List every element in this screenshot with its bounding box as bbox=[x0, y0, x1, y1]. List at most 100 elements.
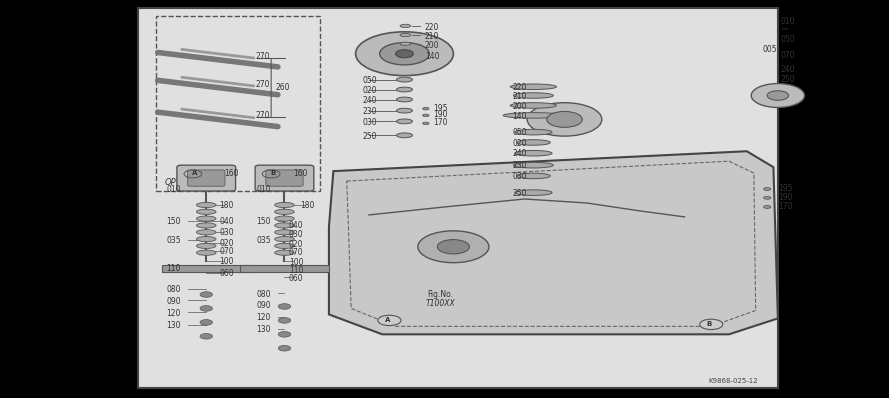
Ellipse shape bbox=[513, 162, 553, 168]
Text: 120: 120 bbox=[166, 308, 180, 318]
Text: 270: 270 bbox=[255, 80, 269, 89]
Text: A: A bbox=[192, 170, 197, 176]
Text: 270: 270 bbox=[255, 111, 269, 120]
Text: 110: 110 bbox=[289, 265, 303, 275]
Text: 030: 030 bbox=[363, 117, 377, 127]
Text: 240: 240 bbox=[363, 96, 377, 105]
Text: 020: 020 bbox=[363, 86, 377, 95]
Text: 250: 250 bbox=[781, 74, 795, 84]
Ellipse shape bbox=[515, 150, 552, 156]
FancyBboxPatch shape bbox=[255, 165, 314, 191]
Ellipse shape bbox=[400, 24, 411, 27]
Text: 030: 030 bbox=[220, 228, 234, 237]
Circle shape bbox=[278, 304, 291, 309]
Ellipse shape bbox=[515, 129, 552, 135]
Ellipse shape bbox=[400, 33, 411, 37]
Text: 195: 195 bbox=[433, 103, 447, 113]
Ellipse shape bbox=[196, 236, 216, 242]
Text: 090: 090 bbox=[166, 297, 180, 306]
Text: B: B bbox=[707, 321, 712, 328]
Text: 100: 100 bbox=[220, 257, 234, 266]
Ellipse shape bbox=[275, 243, 294, 248]
Circle shape bbox=[200, 320, 212, 325]
Text: 050: 050 bbox=[512, 128, 526, 137]
Text: 050: 050 bbox=[363, 76, 377, 85]
Circle shape bbox=[200, 306, 212, 311]
Ellipse shape bbox=[396, 97, 412, 102]
Text: K9868-025-12: K9868-025-12 bbox=[709, 378, 758, 384]
Circle shape bbox=[200, 334, 212, 339]
Text: 080: 080 bbox=[166, 285, 180, 294]
Text: B: B bbox=[270, 170, 276, 176]
Ellipse shape bbox=[764, 197, 771, 199]
Polygon shape bbox=[329, 151, 778, 334]
Ellipse shape bbox=[275, 202, 294, 207]
Circle shape bbox=[751, 84, 805, 107]
Ellipse shape bbox=[275, 250, 294, 256]
Text: 130: 130 bbox=[256, 325, 270, 334]
Text: 070: 070 bbox=[781, 51, 795, 60]
Text: 270: 270 bbox=[255, 51, 269, 60]
Text: T100XX: T100XX bbox=[425, 299, 455, 308]
Circle shape bbox=[278, 332, 291, 337]
Bar bbox=[138, 8, 778, 388]
Ellipse shape bbox=[396, 133, 412, 138]
Text: 010: 010 bbox=[166, 185, 180, 194]
Circle shape bbox=[767, 91, 789, 100]
Circle shape bbox=[278, 318, 291, 323]
Text: 220: 220 bbox=[425, 23, 439, 32]
Ellipse shape bbox=[764, 187, 771, 190]
Text: 160: 160 bbox=[293, 169, 308, 178]
Text: 220: 220 bbox=[512, 83, 526, 92]
Ellipse shape bbox=[275, 223, 294, 228]
Circle shape bbox=[356, 32, 453, 76]
Ellipse shape bbox=[196, 250, 216, 256]
FancyBboxPatch shape bbox=[177, 165, 236, 191]
Text: 230: 230 bbox=[363, 107, 377, 116]
Ellipse shape bbox=[275, 236, 294, 242]
Text: 190: 190 bbox=[778, 193, 792, 202]
Circle shape bbox=[380, 43, 429, 65]
Circle shape bbox=[396, 50, 413, 58]
Circle shape bbox=[547, 111, 582, 127]
Text: 150: 150 bbox=[256, 217, 270, 226]
Bar bbox=[162, 265, 251, 272]
Ellipse shape bbox=[510, 84, 557, 90]
Text: 050: 050 bbox=[781, 35, 795, 44]
Text: 260: 260 bbox=[276, 82, 290, 92]
Ellipse shape bbox=[396, 77, 412, 82]
Text: 005: 005 bbox=[763, 45, 777, 54]
Text: 240: 240 bbox=[781, 64, 795, 74]
Ellipse shape bbox=[275, 230, 294, 235]
Ellipse shape bbox=[275, 216, 294, 221]
Text: 140: 140 bbox=[425, 52, 439, 61]
Ellipse shape bbox=[396, 119, 412, 124]
Text: 200: 200 bbox=[425, 41, 439, 50]
Text: 020: 020 bbox=[220, 239, 234, 248]
Text: 100: 100 bbox=[289, 258, 303, 267]
Text: 035: 035 bbox=[166, 236, 180, 245]
FancyBboxPatch shape bbox=[266, 170, 303, 186]
Text: 030: 030 bbox=[289, 230, 303, 239]
Text: 040: 040 bbox=[289, 221, 303, 230]
Ellipse shape bbox=[275, 209, 294, 215]
Circle shape bbox=[378, 315, 401, 326]
Ellipse shape bbox=[510, 103, 557, 108]
Text: 070: 070 bbox=[289, 248, 303, 257]
Ellipse shape bbox=[503, 113, 564, 118]
Ellipse shape bbox=[196, 209, 216, 215]
Text: 170: 170 bbox=[778, 202, 792, 211]
Ellipse shape bbox=[196, 230, 216, 235]
Bar bbox=[156, 16, 320, 191]
Ellipse shape bbox=[517, 173, 550, 179]
Text: 035: 035 bbox=[256, 236, 270, 245]
Ellipse shape bbox=[423, 107, 428, 110]
Text: 180: 180 bbox=[300, 201, 315, 210]
Circle shape bbox=[527, 103, 602, 136]
Text: 080: 080 bbox=[256, 289, 270, 298]
Text: 230: 230 bbox=[512, 161, 526, 170]
Text: 200: 200 bbox=[512, 101, 526, 111]
Text: 010: 010 bbox=[781, 17, 795, 26]
Text: 160: 160 bbox=[224, 169, 238, 178]
Text: 060: 060 bbox=[220, 269, 234, 278]
